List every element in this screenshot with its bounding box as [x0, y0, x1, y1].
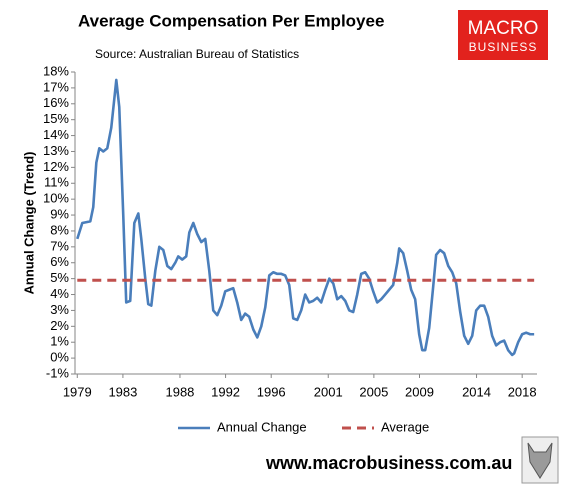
footer: www.macrobusiness.com.au [265, 453, 512, 473]
x-tick-label: 2005 [359, 384, 388, 399]
x-tick-label: 1983 [108, 384, 137, 399]
legend-label: Average [381, 419, 429, 434]
legend-label: Annual Change [217, 419, 307, 434]
chart-title: Average Compensation Per Employee [78, 11, 384, 30]
icon-shape [527, 442, 553, 479]
y-tick-label: 6% [50, 254, 69, 269]
logo-box [458, 10, 548, 60]
chart-subtitle: Source: Australian Bureau of Statistics [95, 47, 299, 61]
y-tick-label: 5% [50, 270, 69, 285]
wolf-icon [521, 436, 559, 484]
y-tick-label: 17% [43, 79, 69, 94]
x-tick-label: 2001 [314, 384, 343, 399]
y-tick-label: 0% [50, 350, 69, 365]
y-tick-label: 4% [50, 286, 69, 301]
logo-text: BUSINESS [469, 40, 538, 54]
y-tick-label: 12% [43, 159, 69, 174]
y-tick-label: 11% [44, 175, 69, 190]
y-tick-label: 3% [50, 302, 69, 317]
x-tick-label: 2014 [462, 384, 491, 399]
x-tick-label: 2018 [508, 384, 537, 399]
x-tick-label: 1988 [165, 384, 194, 399]
y-tick-label: 7% [50, 238, 69, 253]
x-tick-label: 1996 [257, 384, 286, 399]
y-axis-label: Annual Change (Trend) [21, 152, 36, 295]
y-tick-label: 15% [43, 111, 69, 126]
y-tick-label: 8% [50, 222, 69, 237]
logo-text: MACRO [468, 18, 539, 39]
y-tick-label: 9% [50, 206, 69, 221]
y-tick-label: 10% [43, 191, 69, 206]
y-tick-label: 16% [43, 95, 69, 110]
x-tick-label: 2009 [405, 384, 434, 399]
y-tick-label: 13% [43, 143, 69, 158]
y-tick-label: -1% [46, 365, 70, 380]
series-line [76, 78, 535, 357]
y-tick-label: 18% [43, 63, 69, 78]
y-tick-label: 2% [50, 318, 69, 333]
y-tick-label: 14% [43, 127, 69, 142]
x-tick-label: 1992 [211, 384, 240, 399]
x-tick-label: 1979 [63, 384, 92, 399]
y-tick-label: 1% [50, 334, 69, 349]
